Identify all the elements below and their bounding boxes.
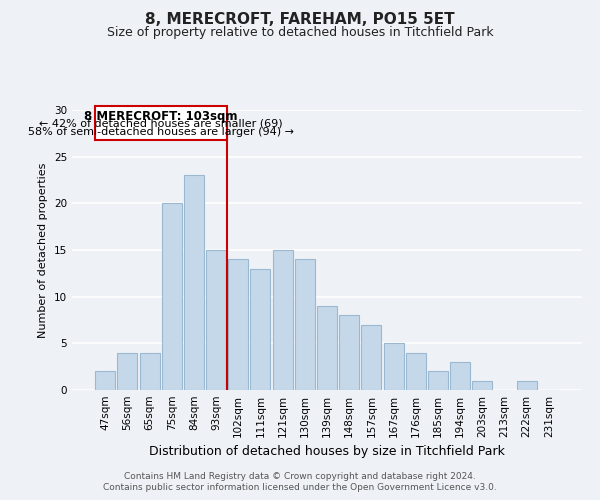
Bar bbox=[118, 352, 137, 390]
Text: Contains HM Land Registry data © Crown copyright and database right 2024.: Contains HM Land Registry data © Crown c… bbox=[124, 472, 476, 481]
Bar bbox=[184, 176, 204, 390]
Bar bbox=[383, 344, 404, 390]
Y-axis label: Number of detached properties: Number of detached properties bbox=[38, 162, 49, 338]
Bar bbox=[272, 250, 293, 390]
Bar bbox=[517, 380, 536, 390]
Bar bbox=[450, 362, 470, 390]
Bar bbox=[295, 260, 315, 390]
Bar bbox=[95, 372, 115, 390]
Text: Size of property relative to detached houses in Titchfield Park: Size of property relative to detached ho… bbox=[107, 26, 493, 39]
Bar bbox=[317, 306, 337, 390]
Text: Contains public sector information licensed under the Open Government Licence v3: Contains public sector information licen… bbox=[103, 484, 497, 492]
Text: 8 MERECROFT: 103sqm: 8 MERECROFT: 103sqm bbox=[84, 110, 238, 122]
Bar bbox=[428, 372, 448, 390]
Bar bbox=[472, 380, 492, 390]
Text: 58% of semi-detached houses are larger (94) →: 58% of semi-detached houses are larger (… bbox=[28, 127, 293, 137]
Bar bbox=[162, 204, 182, 390]
Text: ← 42% of detached houses are smaller (69): ← 42% of detached houses are smaller (69… bbox=[39, 118, 283, 128]
Bar bbox=[361, 324, 382, 390]
Bar bbox=[339, 316, 359, 390]
Bar bbox=[250, 268, 271, 390]
Bar bbox=[206, 250, 226, 390]
Text: 8, MERECROFT, FAREHAM, PO15 5ET: 8, MERECROFT, FAREHAM, PO15 5ET bbox=[145, 12, 455, 28]
FancyBboxPatch shape bbox=[95, 106, 227, 140]
Bar bbox=[406, 352, 426, 390]
X-axis label: Distribution of detached houses by size in Titchfield Park: Distribution of detached houses by size … bbox=[149, 446, 505, 458]
Bar bbox=[140, 352, 160, 390]
Bar bbox=[228, 260, 248, 390]
